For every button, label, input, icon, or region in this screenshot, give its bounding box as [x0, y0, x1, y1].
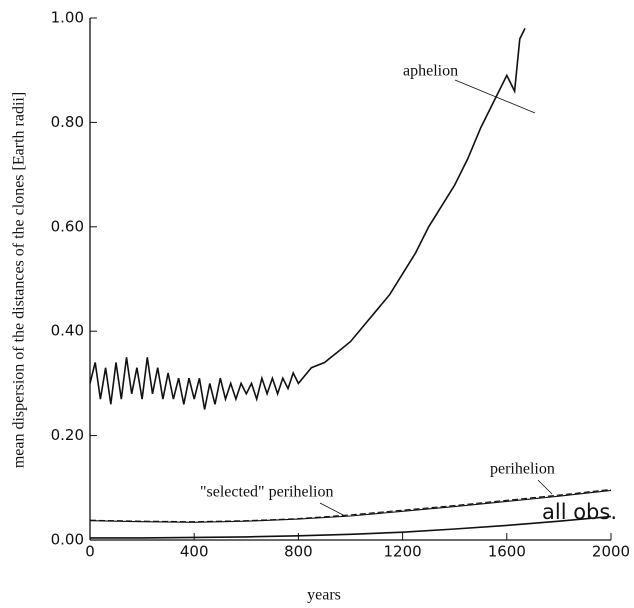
leader-line [319, 502, 346, 517]
x-tick-label: 400 [180, 543, 209, 561]
y-tick-label: 0.60 [51, 217, 84, 235]
series-label: "selected" perihelion [200, 484, 333, 501]
leader-line [454, 79, 536, 114]
series-line [89, 28, 526, 410]
y-tick-label: 0.20 [51, 426, 84, 444]
y-tick-label: 0.40 [51, 322, 84, 340]
x-tick-label: 1200 [384, 543, 422, 561]
x-axis-label: years [307, 587, 341, 604]
y-tick-label: 0.80 [51, 113, 84, 131]
y-axis-label: mean dispersion of the distances of the … [11, 92, 28, 468]
series-line [89, 489, 612, 523]
series-line [90, 515, 612, 539]
series-label: all obs. [542, 500, 617, 524]
series-label: aphelion [403, 63, 458, 80]
y-tick-label: 1.00 [51, 9, 84, 27]
leader-line [537, 479, 553, 495]
series-line [89, 488, 612, 523]
y-tick-label: 0.00 [51, 531, 84, 549]
x-tick-label: 800 [284, 543, 313, 561]
x-tick-label: 0 [85, 543, 95, 561]
x-tick-label: 1600 [488, 543, 526, 561]
x-tick-label: 2000 [592, 543, 630, 561]
series-label: perihelion [490, 461, 555, 478]
